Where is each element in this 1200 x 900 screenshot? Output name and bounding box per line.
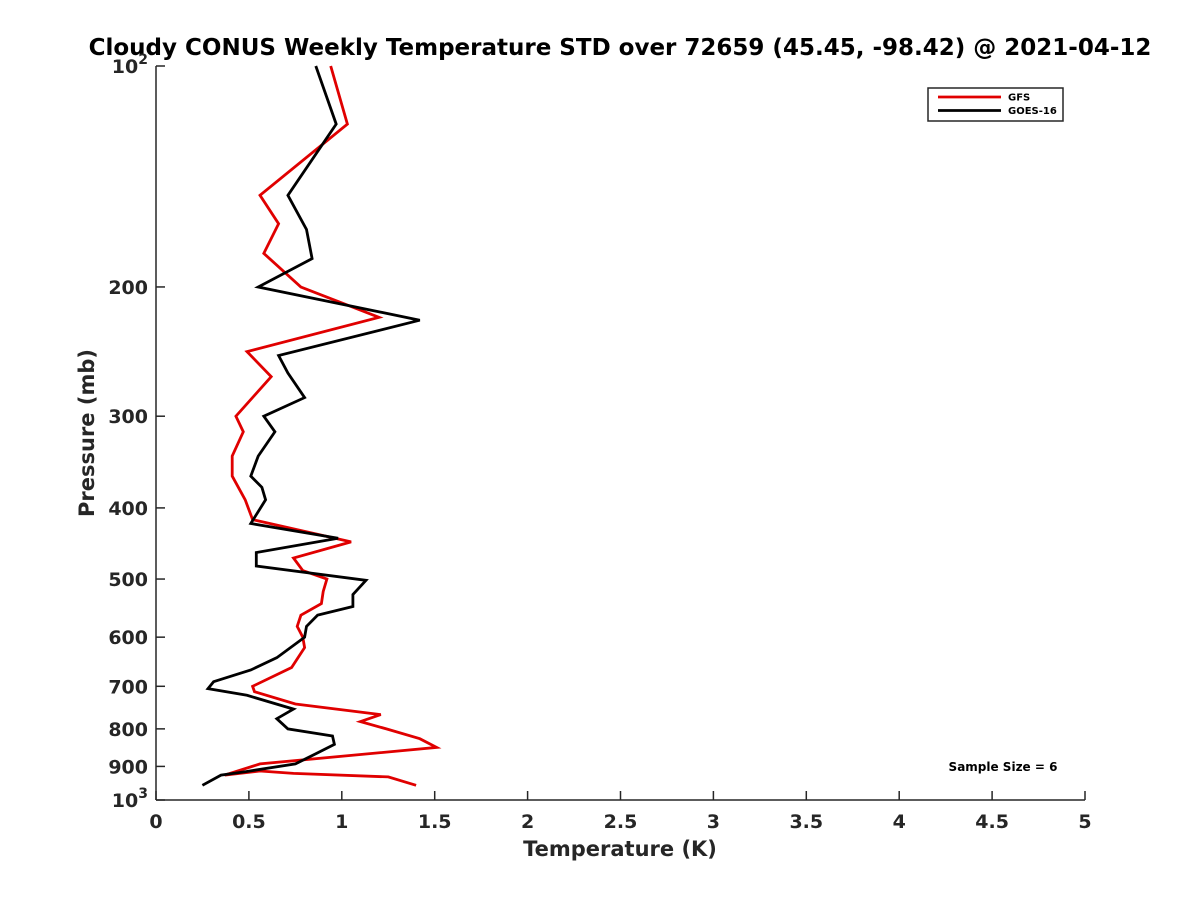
series-line-goes-16 [201,65,421,787]
y-tick-label: 900 [108,756,148,778]
y-tick-label: 102 [112,52,148,78]
y-tick-label: 200 [108,277,148,299]
y-tick-label: 300 [108,406,148,428]
chart-title: Cloudy CONUS Weekly Temperature STD over… [89,35,1152,61]
x-axis-label: Temperature (K) [523,837,717,861]
y-tick-label: 500 [108,569,148,591]
y-tick-label: 700 [108,676,148,698]
sample-size-annotation: Sample Size = 6 [949,760,1058,774]
x-tick-label: 1 [335,811,348,833]
x-tick-label: 5 [1078,811,1091,833]
y-tick-label: 400 [108,498,148,520]
y-axis-label: Pressure (mb) [75,349,99,517]
x-tick-label: 2 [521,811,534,833]
y-tick-label: 800 [108,719,148,741]
x-tick-label: 3 [707,811,720,833]
legend-label: GFS [1008,93,1030,104]
x-tick-label: 4.5 [975,811,1009,833]
x-tick-label: 2.5 [604,811,638,833]
series-layer [201,65,442,787]
x-tick-label: 0.5 [232,811,266,833]
legend-box [927,87,1064,122]
y-tick-label: 103 [112,786,148,812]
x-tick-label: 1.5 [418,811,452,833]
series-line-gfs [224,65,442,787]
x-tick-label: 3.5 [789,811,823,833]
x-tick-label: 4 [893,811,906,833]
axes: 0 0.5 1 1.5 2 2.5 3 3.5 4 4.5 5 102 200 300 400 500 600 7… [108,52,1091,833]
y-tick-label: 600 [108,627,148,649]
legend: GFS GOES-16 [927,87,1064,122]
x-tick-label: 0 [149,811,162,833]
legend-label: GOES-16 [1008,106,1057,117]
